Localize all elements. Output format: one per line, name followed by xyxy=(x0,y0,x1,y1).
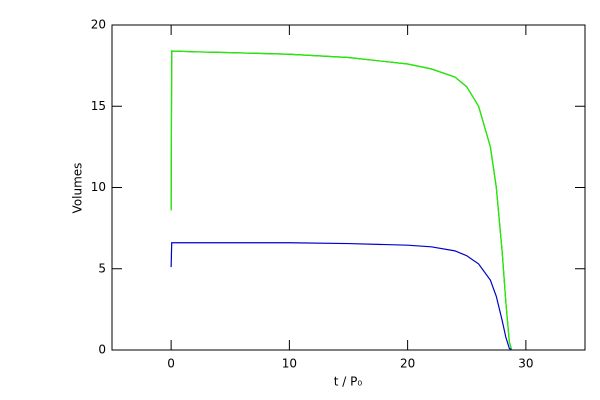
x-tick-label: 10 xyxy=(282,357,297,371)
y-tick-label: 0 xyxy=(98,343,106,357)
x-tick-label: 20 xyxy=(400,357,415,371)
data-line xyxy=(170,50,513,351)
x-axis-label: t / P₀ xyxy=(334,375,363,389)
y-tick-label: 20 xyxy=(91,18,106,32)
data-line xyxy=(170,242,513,351)
y-axis-label: Volumes xyxy=(71,163,85,214)
y-tick-label: 10 xyxy=(91,180,106,194)
x-tick-label: 30 xyxy=(518,357,533,371)
x-tick-label: 0 xyxy=(167,357,175,371)
y-tick-label: 5 xyxy=(98,261,106,275)
y-tick-label: 15 xyxy=(91,99,106,113)
